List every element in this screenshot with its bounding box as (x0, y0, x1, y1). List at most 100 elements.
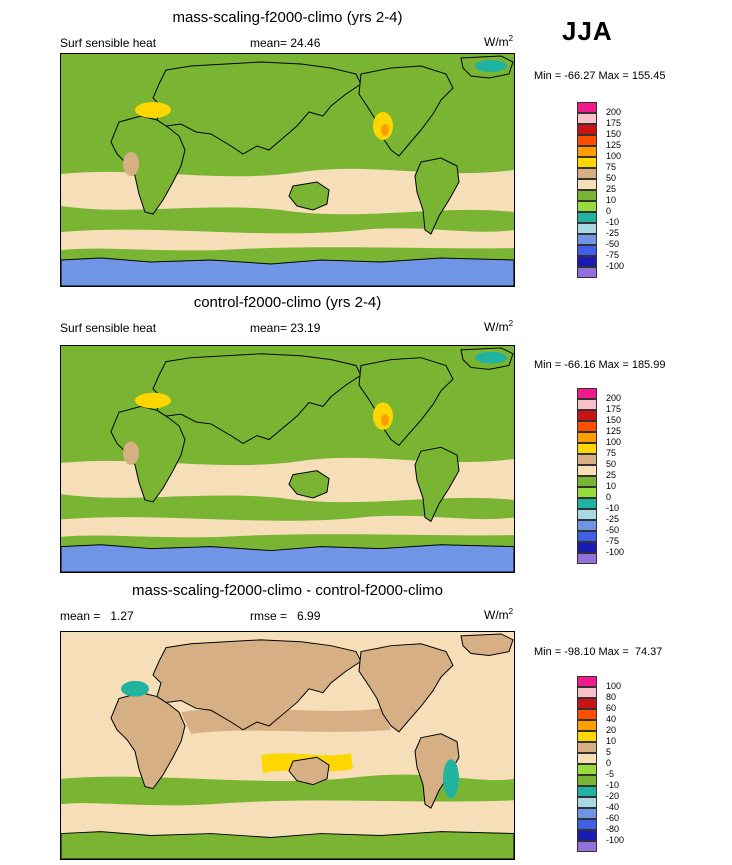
heat-patch (135, 102, 171, 118)
colorbar-tick-label: 25 (606, 184, 617, 194)
colorbar-box (577, 731, 597, 742)
colorbar-tick-label: -75 (606, 250, 620, 260)
colorbar-tick-label: -20 (606, 791, 620, 801)
colorbar-tick-label: 10 (606, 736, 617, 746)
panel-left-label: Surf sensible heat (60, 36, 157, 50)
colorbar-box (577, 531, 597, 542)
antarctica-shape (61, 257, 514, 286)
colorbar-box (577, 168, 597, 179)
stat-label: mean= (250, 321, 288, 335)
continent-shape (288, 470, 330, 499)
units-label: W/m2 (484, 607, 514, 622)
colorbar-tick-label: -75 (606, 536, 620, 546)
colorbar-box (577, 786, 597, 797)
colorbar-tick-label: 150 (606, 415, 622, 425)
colorbar-tick-label: -50 (606, 525, 620, 535)
colorbar-box (577, 146, 597, 157)
colorbar-tick-label: 125 (606, 426, 622, 436)
colorbar-box (577, 421, 597, 432)
colorbar-box (577, 841, 597, 852)
colorbar-box (577, 465, 597, 476)
colorbar-tick-label: 75 (606, 448, 617, 458)
colorbar-box (577, 245, 597, 256)
world-map (61, 54, 514, 286)
colorbar-tick-label: -40 (606, 802, 620, 812)
colorbar-box (577, 520, 597, 531)
map-panel (60, 53, 515, 287)
colorbar-tick-label: 10 (606, 195, 617, 205)
colorbar-tick-label: -10 (606, 780, 620, 790)
colorbar-box (577, 498, 597, 509)
colorbar-box (577, 698, 597, 709)
colorbar-tick-label: 125 (606, 140, 622, 150)
colorbar-box (577, 267, 597, 278)
world-map (61, 632, 514, 859)
colorbar-tick-label: 175 (606, 118, 622, 128)
colorbar-box (577, 509, 597, 520)
min-max-label: Min = -66.27 Max = 155.45 (534, 70, 666, 82)
season-label: JJA (562, 16, 613, 46)
colorbar-tick-label: 100 (606, 681, 622, 691)
cool-patch (475, 60, 507, 72)
colorbar-tick-label: 40 (606, 714, 617, 724)
colorbar-box (577, 443, 597, 454)
continent-shape (460, 633, 514, 656)
colorbar-tick-label: 100 (606, 437, 622, 447)
colorbar-box (577, 476, 597, 487)
colorbar-box (577, 808, 597, 819)
colorbar-tick-label: 200 (606, 107, 622, 117)
colorbar-tick-label: -100 (606, 261, 625, 271)
map-panel (60, 345, 515, 573)
heat-patch (123, 441, 139, 465)
cool-patch (121, 680, 149, 697)
southern-band (61, 228, 514, 251)
colorbar-tick-label: 60 (606, 703, 617, 713)
colorbar-tick-label: 100 (606, 151, 622, 161)
panel-stat: mean= 24.46 (250, 36, 320, 50)
colorbar-box (577, 830, 597, 841)
colorbar-box (577, 487, 597, 498)
panel-title: mass-scaling-f2000-climo (yrs 2-4) (172, 9, 403, 26)
panel-title: mass-scaling-f2000-climo - control-f2000… (132, 582, 443, 599)
map-panel (60, 631, 515, 860)
colorbar-box (577, 190, 597, 201)
colorbar-tick-label: 50 (606, 459, 617, 469)
stat-value: 24.46 (290, 36, 321, 50)
stat-value: 23.19 (290, 321, 321, 335)
units-label: W/m2 (484, 319, 514, 334)
continent-shape (288, 181, 330, 211)
heat-patch (381, 414, 389, 426)
colorbar-tick-label: 0 (606, 758, 612, 768)
colorbar-tick-label: 25 (606, 470, 617, 480)
colorbar-tick-label: -80 (606, 824, 620, 834)
colorbar-box (577, 179, 597, 190)
colorbar-tick-label: -25 (606, 228, 620, 238)
continent-shape (110, 692, 186, 790)
panel-left-label: mean = 1.27 (60, 609, 134, 623)
continent-shape (414, 157, 460, 235)
colorbar-box (577, 764, 597, 775)
colorbar-box (577, 157, 597, 168)
colorbar-tick-label: -5 (606, 769, 615, 779)
stat-label: rmse = (250, 609, 288, 623)
colorbar-tick-label: -50 (606, 239, 620, 249)
southern-band (61, 515, 514, 538)
heat-patch (135, 392, 171, 409)
heat-patch (123, 152, 139, 176)
antarctica-shape (61, 544, 514, 572)
heat-patch (381, 124, 389, 136)
antarctica-shape (61, 831, 514, 859)
colorbar-tick-label: 175 (606, 404, 622, 414)
colorbar-tick-label: 200 (606, 393, 622, 403)
colorbar-box (577, 399, 597, 410)
colorbar-tick-label: 150 (606, 129, 622, 139)
colorbar-tick-label: -100 (606, 835, 625, 845)
colorbar-box (577, 432, 597, 443)
colorbar-box (577, 212, 597, 223)
colorbar: 200 175 150 125 100 75 50 25 10 0 -10 -25 -50 -75 -100 (577, 388, 624, 564)
colorbar-box (577, 687, 597, 698)
colorbar-box (577, 388, 597, 399)
continent-shape (414, 733, 460, 809)
colorbar-tick-label: -60 (606, 813, 620, 823)
southern-band (61, 774, 514, 806)
